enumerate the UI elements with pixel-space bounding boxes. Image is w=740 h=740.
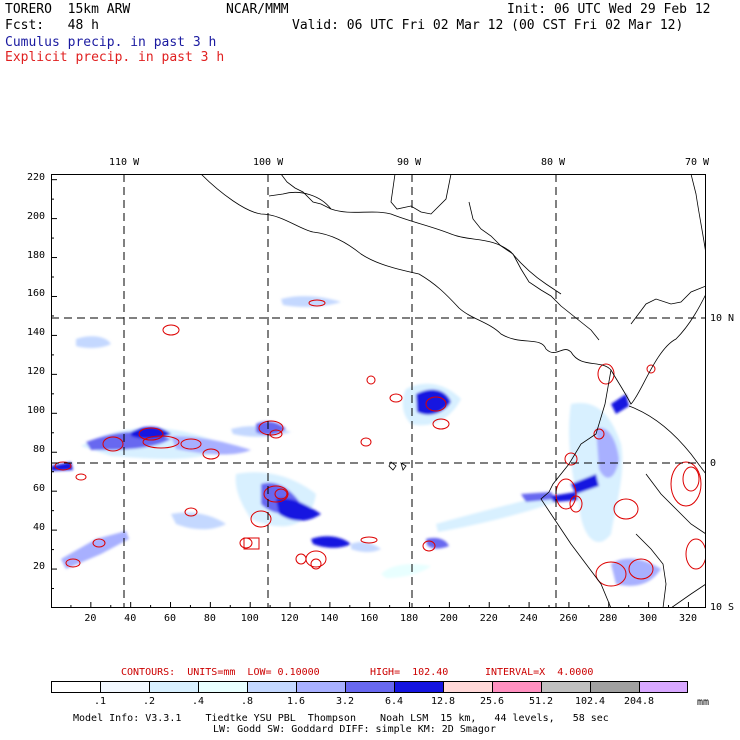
x-tick-label: 60 bbox=[164, 613, 177, 624]
legend-swatch bbox=[394, 681, 443, 693]
coastlines bbox=[200, 174, 706, 608]
x-tick-label: 180 bbox=[400, 613, 419, 624]
legend-swatch bbox=[443, 681, 492, 693]
model-info: Model Info: V3.3.1 Tiedtke YSU PBL Thomp… bbox=[73, 713, 609, 724]
precip-map bbox=[51, 174, 706, 608]
longitude-label: 80 W bbox=[541, 157, 566, 168]
legend-swatch bbox=[100, 681, 149, 693]
legend-swatch bbox=[590, 681, 639, 693]
legend-swatch bbox=[247, 681, 296, 693]
legend-label: 102.4 bbox=[574, 696, 606, 707]
field-label-explicit: Explicit precip. in past 3 h bbox=[5, 50, 225, 65]
legend-swatch bbox=[492, 681, 541, 693]
y-tick-label: 160 bbox=[27, 288, 46, 300]
field-label-cumulus: Cumulus precip. in past 3 h bbox=[5, 35, 217, 50]
y-tick-label: 120 bbox=[27, 366, 46, 378]
y-tick-label: 60 bbox=[33, 483, 46, 495]
y-tick-label: 180 bbox=[27, 249, 46, 261]
y-tick-label: 200 bbox=[27, 210, 46, 222]
legend-swatch bbox=[149, 681, 198, 693]
lat-lon-grid bbox=[51, 174, 706, 608]
y-tick-label: 140 bbox=[27, 327, 46, 339]
legend-label: 3.2 bbox=[335, 696, 355, 707]
x-tick-label: 140 bbox=[320, 613, 339, 624]
explicit-precip-contours bbox=[54, 299, 706, 587]
map-background bbox=[51, 174, 706, 608]
legend-label: 1.6 bbox=[286, 696, 306, 707]
y-tick-label: 220 bbox=[27, 171, 46, 183]
x-tick-label: 20 bbox=[84, 613, 97, 624]
y-tick-label: 40 bbox=[33, 522, 46, 534]
precip-color-legend bbox=[51, 681, 688, 693]
legend-swatch bbox=[541, 681, 590, 693]
legend-label: 25.6 bbox=[479, 696, 505, 707]
legend-unit: mm bbox=[697, 697, 710, 708]
y-tick-label: 80 bbox=[33, 444, 46, 456]
x-tick-label: 100 bbox=[240, 613, 259, 624]
legend-label: .4 bbox=[191, 696, 205, 707]
valid-time: Valid: 06 UTC Fri 02 Mar 12 (00 CST Fri … bbox=[292, 18, 684, 33]
contours-high: HIGH= 102.40 bbox=[370, 667, 449, 678]
x-tick-label: 300 bbox=[639, 613, 658, 624]
x-tick-label: 120 bbox=[280, 613, 299, 624]
legend-swatch bbox=[198, 681, 247, 693]
legend-swatch bbox=[345, 681, 394, 693]
latitude-label: 10 N bbox=[710, 313, 735, 324]
legend-label: 6.4 bbox=[384, 696, 404, 707]
x-tick-label: 40 bbox=[124, 613, 137, 624]
legend-swatch bbox=[51, 681, 100, 693]
x-tick-label: 240 bbox=[519, 613, 538, 624]
longitude-label: 90 W bbox=[397, 157, 422, 168]
cumulus-precip-shading bbox=[51, 296, 661, 586]
x-tick-label: 200 bbox=[439, 613, 458, 624]
legend-label: 12.8 bbox=[430, 696, 456, 707]
longitude-label: 110 W bbox=[109, 157, 140, 168]
legend-label: 51.2 bbox=[528, 696, 554, 707]
x-tick-label: 260 bbox=[559, 613, 578, 624]
x-tick-label: 80 bbox=[203, 613, 216, 624]
legend-label: .2 bbox=[142, 696, 156, 707]
legend-swatch bbox=[639, 681, 688, 693]
legend-label: .8 bbox=[240, 696, 254, 707]
y-tick-label: 100 bbox=[27, 405, 46, 417]
latitude-label: 0 bbox=[710, 458, 717, 469]
legend-label: 204.8 bbox=[623, 696, 655, 707]
legend-label: .1 bbox=[93, 696, 107, 707]
init-time: Init: 06 UTC Wed 29 Feb 12 bbox=[507, 2, 711, 17]
model-title: TORERO 15km ARW bbox=[5, 2, 131, 17]
map-frame bbox=[51, 174, 706, 608]
x-tick-label: 220 bbox=[479, 613, 498, 624]
x-tick-label: 280 bbox=[599, 613, 618, 624]
center-label: NCAR/MMM bbox=[226, 2, 289, 17]
forecast-hour: Fcst: 48 h bbox=[5, 18, 99, 33]
contours-units: CONTOURS: UNITS=mm LOW= 0.10000 bbox=[121, 667, 320, 678]
contours-interval: INTERVAL=X 4.0000 bbox=[485, 667, 594, 678]
model-physics: LW: Godd SW: Goddard DIFF: simple KM: 2D… bbox=[213, 724, 496, 735]
longitude-label: 70 W bbox=[685, 157, 710, 168]
y-tick-label: 20 bbox=[33, 561, 46, 573]
longitude-label: 100 W bbox=[253, 157, 284, 168]
x-tick-label: 320 bbox=[678, 613, 697, 624]
latitude-label: 10 S bbox=[710, 602, 735, 613]
x-tick-label: 160 bbox=[360, 613, 379, 624]
legend-swatch bbox=[296, 681, 345, 693]
